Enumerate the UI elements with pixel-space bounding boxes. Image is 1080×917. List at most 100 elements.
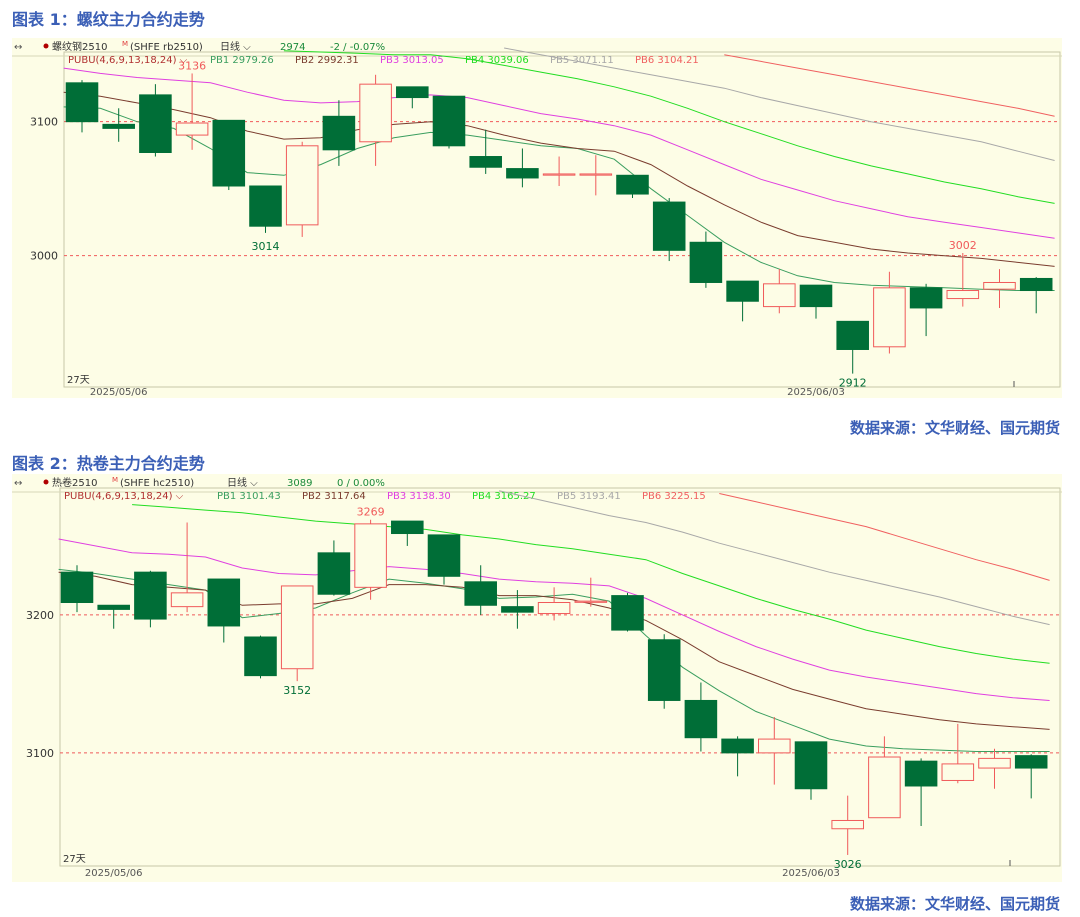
candle-body [1014, 755, 1048, 769]
candle-body [904, 760, 938, 787]
date-label: 2025/06/03 [782, 868, 840, 879]
extreme-label: 3136 [178, 59, 206, 72]
period-label: 日线 ⌵ [220, 40, 251, 53]
candle-body [97, 604, 130, 610]
period-label: 日线 ⌵ [227, 476, 258, 489]
last-price: 2974 [280, 42, 305, 53]
candle-body [244, 636, 277, 677]
extreme-label: 3269 [357, 506, 385, 519]
bullet-icon [43, 43, 49, 49]
candle-body [611, 595, 644, 631]
candle-body [689, 241, 723, 283]
candle-body [831, 819, 864, 830]
candle-body [102, 123, 135, 129]
candle-body [579, 173, 613, 176]
days-label: 27天 [63, 854, 86, 865]
legend-pb6: PB6 3225.15 [642, 491, 706, 502]
days-label: 27天 [67, 375, 90, 386]
candle-body [1019, 277, 1053, 292]
candle-body [537, 602, 571, 615]
candle-body [909, 287, 943, 309]
legend-pb3: PB3 3138.30 [387, 491, 451, 502]
legend-pb1: PB1 3101.43 [217, 491, 281, 502]
candle-body [464, 581, 497, 606]
extreme-label: 3026 [834, 858, 862, 871]
legend-pb5: PB5 3193.41 [557, 491, 621, 502]
legend-pb5: PB5 3071.11 [550, 55, 614, 66]
candle-body [354, 523, 387, 588]
candle-body [396, 86, 429, 99]
symbol-name: 螺纹钢2510 [52, 40, 107, 53]
candle-body [941, 763, 975, 781]
candle-body [207, 578, 241, 627]
ytick-label-3100: 3100 [30, 116, 58, 129]
candle-body [501, 606, 534, 613]
indicator-line-pb5 [498, 490, 1050, 626]
candle-body [799, 284, 833, 308]
indicator-name: PUBU(4,6,9,13,18,24) ⌵ [64, 491, 184, 502]
indicator-line-pb4 [283, 50, 1055, 204]
extreme-label: 3152 [283, 684, 311, 697]
indicator-line-pb5 [504, 47, 1055, 161]
candle-body [506, 168, 539, 179]
ytick-label-3100: 3100 [26, 747, 54, 760]
candle-body [139, 94, 172, 153]
extreme-label: 3002 [949, 239, 977, 252]
legend-pb3: PB3 3013.05 [380, 55, 444, 66]
ytick-label-3000: 3000 [30, 250, 58, 263]
legend-pb2: PB2 3117.64 [302, 491, 366, 502]
candle-body [868, 756, 901, 819]
extreme-label: 2912 [839, 377, 867, 390]
indicator-line-pb3 [63, 67, 1055, 239]
candle-body [359, 83, 392, 143]
date-label: 2025/05/06 [85, 868, 143, 879]
candle-body [684, 699, 718, 739]
legend-pb4: PB4 3039.06 [465, 55, 529, 66]
candle-body [574, 600, 608, 603]
candle-body [391, 520, 424, 535]
candle-body [726, 280, 759, 302]
candle-body [134, 571, 167, 620]
indicator-line-pb6 [719, 493, 1050, 581]
candle-body [946, 290, 980, 300]
indicator-line-pb6 [724, 54, 1055, 117]
kline-icon: ↔ [14, 478, 22, 489]
candle-body [983, 281, 1016, 290]
rebar-chart: 3000 3100 ↔ 螺纹钢2510 M (SHFE rb2510) 日线 ⌵ 2974 -2… [12, 38, 1062, 398]
legend-pb6: PB6 3104.21 [635, 55, 699, 66]
candle-body [317, 552, 351, 595]
legend-pb4: PB4 3165.27 [472, 491, 536, 502]
symbol-code: (SHFE rb2510) [130, 42, 203, 53]
candle-body [322, 115, 356, 151]
symbol-name: 热卷2510 [52, 476, 97, 489]
legend-pb2: PB2 2992.31 [295, 55, 359, 66]
candle-body [652, 201, 686, 251]
legend-pb1: PB1 2979.26 [210, 55, 274, 66]
candle-body [721, 738, 754, 754]
figure1-title: 图表 1：螺纹主力合约走势 [12, 10, 205, 29]
candle-body [212, 119, 246, 187]
candle-body [170, 592, 204, 608]
candle-body [763, 283, 796, 308]
ytick-label-3200: 3200 [26, 609, 54, 622]
candle-body [758, 738, 791, 754]
candle-body [794, 741, 828, 790]
bullet-icon [43, 479, 49, 485]
candle-body [60, 571, 94, 604]
plot-frame [59, 487, 1061, 867]
main-marker: M [122, 40, 128, 48]
candle-body [873, 287, 906, 348]
last-price: 3089 [287, 478, 312, 489]
figure2-source: 数据来源：文华财经、国元期货 [849, 895, 1060, 913]
extreme-label: 3014 [252, 240, 280, 253]
indicator-line-pb3 [58, 538, 1050, 701]
hotcoil-chart: 3100 3200 ↔ 热卷2510 M (SHFE hc2510) 日线 ⌵ 3089 0 /… [12, 474, 1062, 882]
candle-body [285, 145, 319, 226]
symbol-code: (SHFE hc2510) [120, 478, 194, 489]
figure2-title: 图表 2：热卷主力合约走势 [12, 454, 205, 473]
candle-body [469, 156, 502, 168]
indicator-name: PUBU(4,6,9,13,18,24) ⌵ [68, 55, 188, 66]
plot-frame [63, 51, 1061, 388]
candle-body [647, 639, 681, 701]
candle-body [542, 173, 576, 176]
